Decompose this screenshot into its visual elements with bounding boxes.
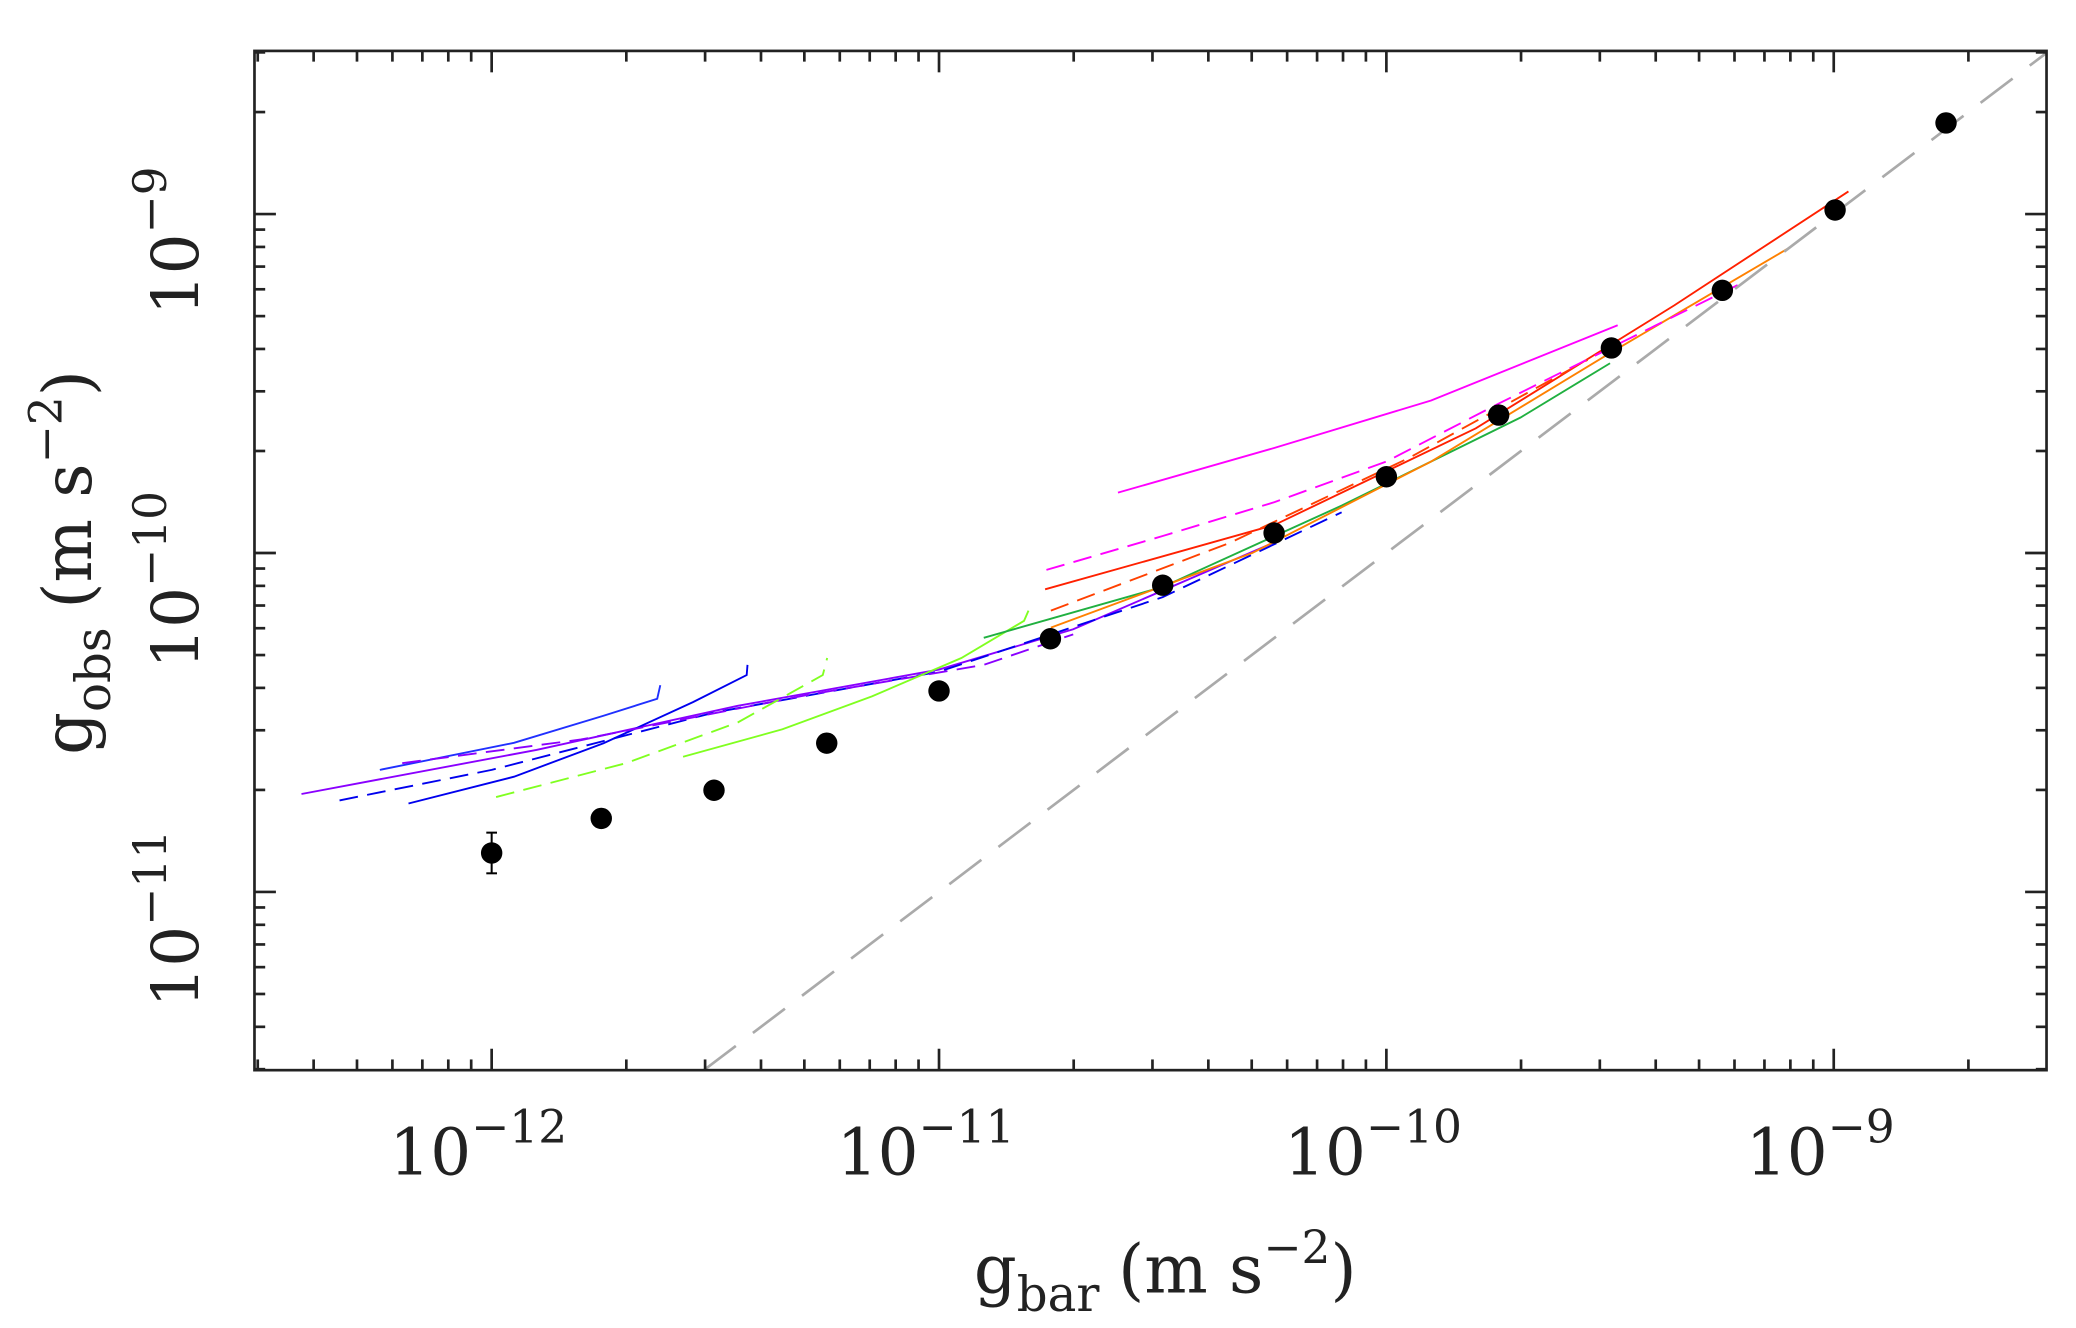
x-tick-label: 10−10 (1284, 1100, 1462, 1190)
model-curve-6 (495, 657, 829, 798)
data-point (1600, 337, 1623, 359)
tick-base: 10 (1284, 1116, 1366, 1191)
plot-frame (253, 49, 2048, 1072)
data-point (1039, 628, 1062, 650)
model-curves (301, 190, 1849, 805)
data-point (1711, 279, 1734, 302)
x-tick-label: 10−9 (1746, 1100, 1895, 1190)
x-tick-labels: 10−12 10−11 10−10 10−9 (389, 1100, 1894, 1190)
tick-base: 10 (1746, 1116, 1828, 1191)
model-curve-5 (682, 610, 1030, 758)
tick-exponent: −9 (1828, 1100, 1895, 1153)
x-tick-label: 10−12 (389, 1100, 567, 1190)
data-point (1375, 466, 1398, 488)
tick-base: 10 (139, 926, 214, 1008)
tick-exponent: −10 (1366, 1100, 1462, 1153)
tick-exponent: −12 (471, 1100, 567, 1153)
model-curve-7 (983, 362, 1611, 639)
data-point (928, 680, 950, 702)
model-curve-12 (1117, 324, 1619, 494)
model-curve-4 (402, 633, 1074, 765)
tick-base: 10 (139, 234, 214, 316)
data-point (1487, 404, 1510, 426)
tick-exponent: −11 (124, 830, 177, 926)
y-tick-label: 10−10 (124, 491, 214, 669)
model-curve-1 (408, 664, 749, 805)
tick-exponent: −10 (124, 491, 177, 587)
one-to-one-line (702, 51, 2047, 1071)
model-curve-9 (1050, 247, 1790, 629)
model-curve-3 (339, 511, 1343, 802)
data-point (480, 842, 503, 864)
data-point (1151, 574, 1174, 596)
tick-base: 10 (837, 1116, 919, 1191)
tick-base: 10 (389, 1116, 471, 1191)
y-axis-label: gobs(m s−2) (20, 370, 122, 755)
model-curve-2 (379, 685, 662, 771)
data-point (590, 807, 612, 830)
tick-exponent: −11 (918, 1100, 1014, 1153)
y-tick-label: 10−9 (124, 166, 214, 315)
x-tick-label: 10−11 (837, 1100, 1015, 1190)
axis-ticks (254, 50, 2047, 1071)
data-point (816, 732, 838, 754)
x-axis-label: gbar (m s−2) (974, 1221, 1357, 1323)
tick-base: 10 (139, 587, 214, 669)
tick-exponent: −9 (124, 166, 177, 233)
data-point (1824, 199, 1846, 221)
data-point (703, 779, 725, 801)
model-curve-0 (301, 541, 1275, 795)
data-point (1935, 112, 1957, 134)
binned-points (480, 112, 1957, 875)
data-point (1263, 522, 1285, 544)
y-tick-label: 10−11 (124, 830, 214, 1008)
model-curve-8 (1044, 190, 1849, 591)
model-curve-11 (1046, 280, 1745, 571)
